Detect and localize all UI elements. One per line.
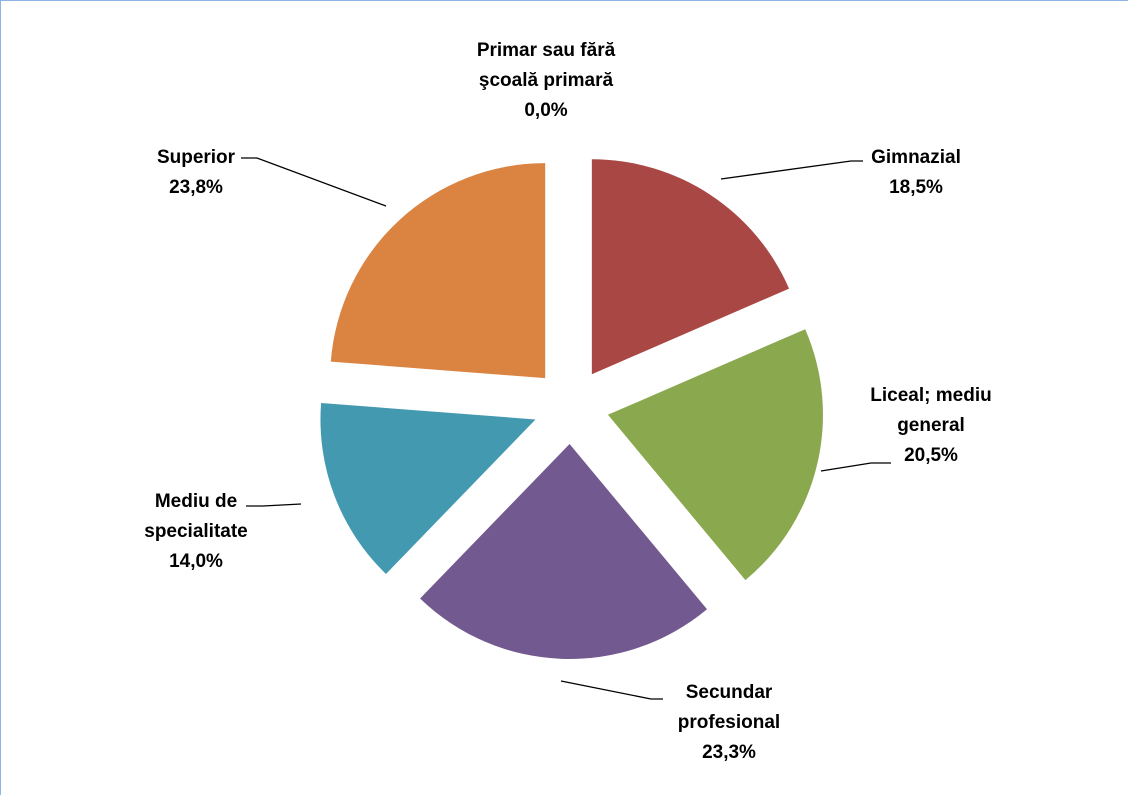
leader-line <box>720 160 863 180</box>
value-label: 18,5% <box>889 177 943 198</box>
value-label: 23,8% <box>169 177 223 198</box>
category-label: Superior <box>156 147 236 168</box>
value-label: 20,5% <box>904 445 958 466</box>
data-label: Liceal; mediu general 20,5% <box>846 381 1016 471</box>
pie-slice <box>420 443 708 659</box>
leader-line <box>560 680 663 700</box>
category-label: Secundar profesional <box>677 682 781 733</box>
value-label: 0,0% <box>524 100 568 121</box>
data-label: Primar sau fără şcoală primară 0,0% <box>446 36 646 126</box>
data-label: Gimnazial 18,5% <box>841 143 991 203</box>
leader-line <box>820 462 891 472</box>
pie-slice <box>320 402 536 574</box>
value-label: 23,3% <box>702 742 756 763</box>
category-label: Mediu de specialitate <box>144 491 248 542</box>
value-label: 14,0% <box>169 551 223 572</box>
leader-lines <box>241 157 891 700</box>
data-label: Secundar profesional 23,3% <box>644 678 814 768</box>
category-label: Liceal; mediu general <box>870 385 992 436</box>
leader-line <box>241 157 387 207</box>
pie-slice <box>591 159 790 375</box>
pie-slice <box>330 163 546 379</box>
pie-slice <box>607 329 823 581</box>
data-label: Mediu de specialitate 14,0% <box>121 487 271 577</box>
leader-line <box>246 503 302 507</box>
category-label: Gimnazial <box>871 147 961 168</box>
data-label: Superior 23,8% <box>121 143 271 203</box>
category-label: Primar sau fără şcoală primară <box>476 40 616 91</box>
